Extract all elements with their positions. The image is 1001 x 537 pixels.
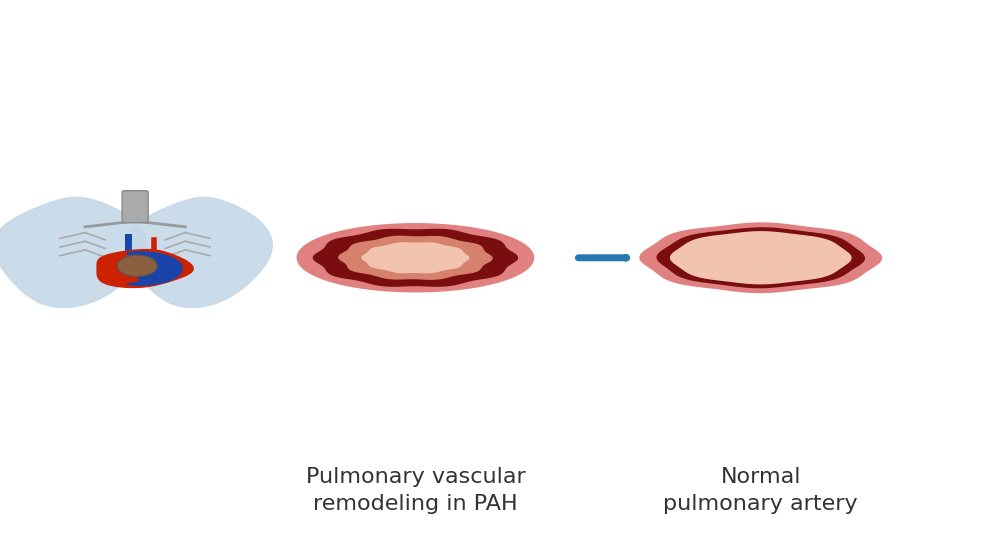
Polygon shape	[671, 232, 851, 284]
Polygon shape	[297, 224, 534, 292]
Polygon shape	[338, 236, 492, 279]
Polygon shape	[97, 250, 193, 287]
FancyBboxPatch shape	[122, 191, 148, 223]
Polygon shape	[362, 243, 468, 273]
Polygon shape	[640, 223, 882, 293]
Polygon shape	[0, 198, 147, 307]
Polygon shape	[124, 198, 272, 307]
Polygon shape	[658, 228, 864, 288]
Text: Pulmonary vascular
remodeling in PAH: Pulmonary vascular remodeling in PAH	[305, 467, 526, 513]
FancyArrowPatch shape	[579, 257, 627, 258]
Text: Normal
pulmonary artery: Normal pulmonary artery	[664, 467, 858, 513]
Polygon shape	[313, 229, 518, 286]
Circle shape	[117, 255, 157, 277]
Polygon shape	[127, 252, 182, 285]
